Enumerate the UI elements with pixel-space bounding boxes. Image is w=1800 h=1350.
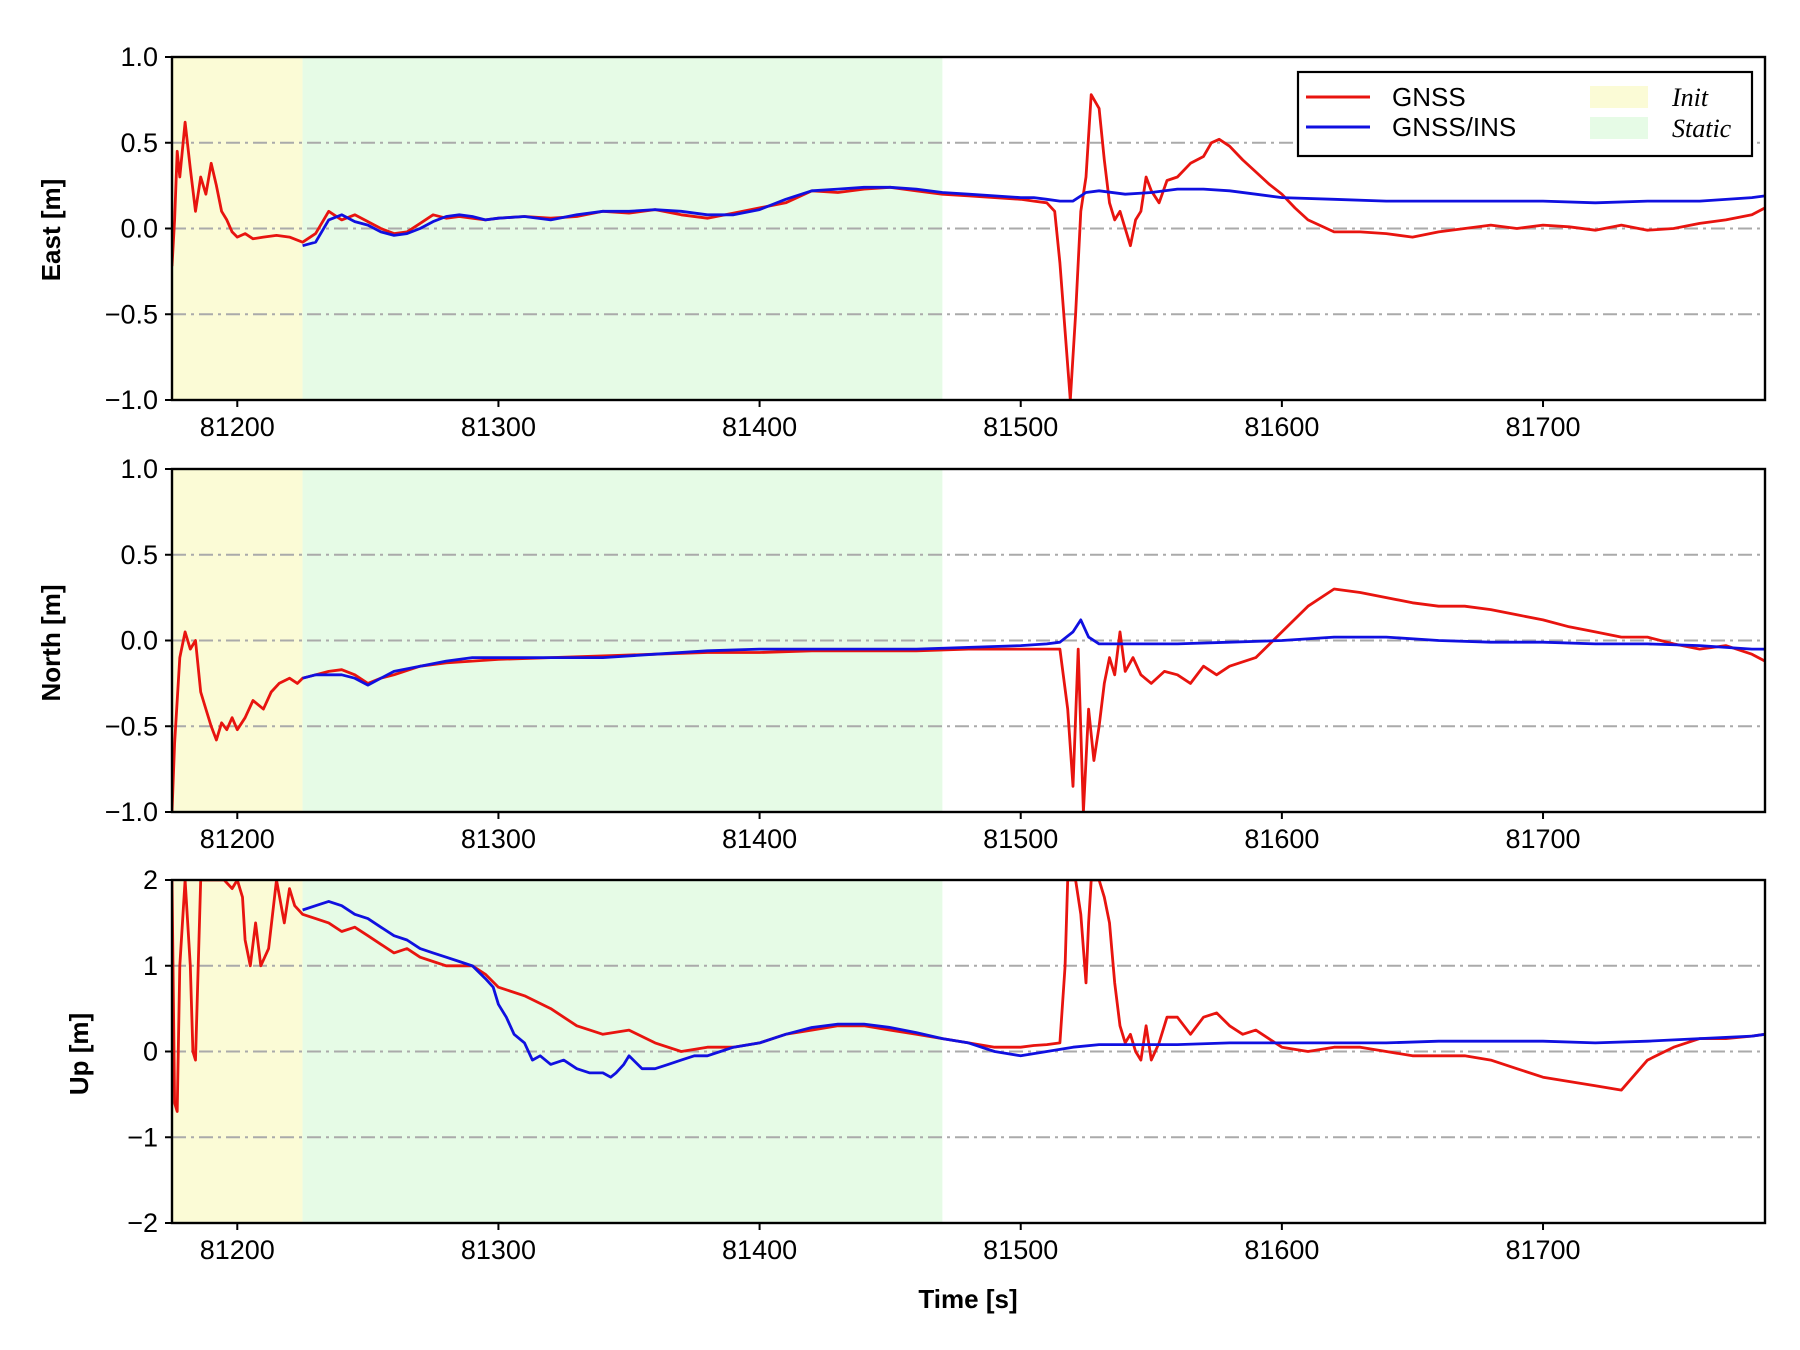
- east-series-gnss-ins-line: [302, 185, 1765, 248]
- east-xtick-label-1: 81300: [461, 412, 536, 442]
- north-ytick-label-3: 0.5: [120, 540, 158, 570]
- x-axis-label: Time [s]: [918, 1284, 1017, 1314]
- up-xtick-label-4: 81600: [1244, 1235, 1319, 1265]
- east-series-gnss-line: [172, 93, 1765, 400]
- legend: GNSS GNSS/INS Init Static: [1296, 70, 1754, 158]
- north-ytick-label-2: 0.0: [120, 626, 158, 656]
- north-y-axis-label: North [m]: [36, 585, 66, 702]
- up-xtick-label-2: 81400: [722, 1235, 797, 1265]
- legend-gnss-ins-label: GNSS/INS: [1392, 112, 1516, 142]
- up-xtick-label-0: 81200: [200, 1235, 275, 1265]
- north-xtick-label-0: 81200: [200, 824, 275, 854]
- east-ytick-label-2: 0.0: [120, 214, 158, 244]
- up-plot-area: −2 −1 0 1 2 81200 81300 81400 81500 81600 81700: [127, 865, 1767, 1265]
- east-ytick-label-0: −1.0: [105, 385, 158, 415]
- north-series-gnss-ins-line: [302, 618, 1765, 687]
- east-ytick-label-3: 0.5: [120, 128, 158, 158]
- east-ytick-label-1: −0.5: [105, 299, 158, 329]
- legend-static-label: Static: [1672, 114, 1732, 143]
- north-plot-area: −1.0 −0.5 0.0 0.5 1.0 81200 81300 81400 81500 816…: [105, 454, 1767, 854]
- east-xtick-label-3: 81500: [983, 412, 1058, 442]
- north-ytick-label-4: 1.0: [120, 454, 158, 484]
- north-xtick-label-2: 81400: [722, 824, 797, 854]
- north-xtick-label-4: 81600: [1244, 824, 1319, 854]
- legend-gnss-label: GNSS: [1392, 82, 1466, 112]
- up-ytick-label-2: 0: [143, 1037, 158, 1067]
- east-xtick-label-4: 81600: [1244, 412, 1319, 442]
- up-series-gnss-ins-line: [302, 900, 1765, 1079]
- panel-up: −2 −1 0 1 2 81200 81300 81400 81500 81600 81700 Up…: [64, 865, 1767, 1314]
- up-ytick-label-1: −1: [127, 1122, 158, 1152]
- north-ytick-label-0: −1.0: [105, 797, 158, 827]
- east-ytick-label-4: 1.0: [120, 42, 158, 72]
- north-xtick-label-1: 81300: [461, 824, 536, 854]
- up-ytick-label-3: 1: [143, 951, 158, 981]
- panel-north: −1.0 −0.5 0.0 0.5 1.0 81200 81300 81400 81500 816…: [36, 454, 1767, 854]
- north-ytick-label-1: −0.5: [105, 711, 158, 741]
- up-xtick-label-5: 81700: [1505, 1235, 1580, 1265]
- east-xtick-label-0: 81200: [200, 412, 275, 442]
- east-xtick-label-2: 81400: [722, 412, 797, 442]
- legend-init-swatch: [1590, 86, 1648, 108]
- east-plot-area: −1.0 −0.5 0.0 0.5 1.0 81200 81300 81400 81500 816…: [105, 42, 1767, 442]
- legend-static-swatch: [1590, 117, 1648, 139]
- up-ytick-label-0: −2: [127, 1208, 158, 1238]
- up-ytick-label-4: 2: [143, 865, 158, 895]
- up-xtick-label-3: 81500: [983, 1235, 1058, 1265]
- east-xtick-label-5: 81700: [1505, 412, 1580, 442]
- east-y-axis-label: East [m]: [36, 179, 66, 282]
- up-xtick-label-1: 81300: [461, 1235, 536, 1265]
- panel-east: −1.0 −0.5 0.0 0.5 1.0 81200 81300 81400 81500 816…: [36, 42, 1767, 442]
- north-xtick-label-3: 81500: [983, 824, 1058, 854]
- north-xtick-label-5: 81700: [1505, 824, 1580, 854]
- legend-init-label: Init: [1671, 83, 1709, 112]
- up-y-axis-label: Up [m]: [64, 1013, 94, 1095]
- north-series-gnss-line: [172, 587, 1765, 812]
- legend-box: [1296, 70, 1754, 158]
